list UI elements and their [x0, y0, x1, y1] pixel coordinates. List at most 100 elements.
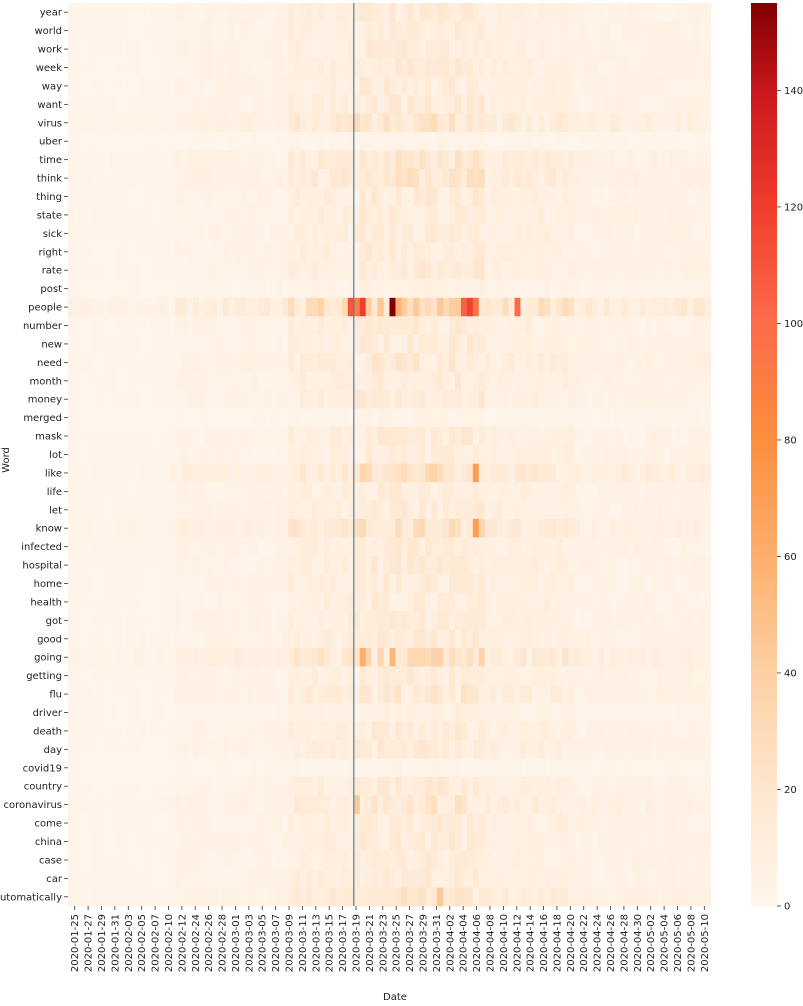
- heatmap-cell: [591, 611, 599, 630]
- heatmap-cell: [609, 721, 617, 741]
- heatmap-cell: [615, 242, 623, 262]
- heatmap-cell: [264, 371, 271, 391]
- heatmap-cell: [193, 150, 200, 170]
- heatmap-cell: [675, 795, 682, 815]
- heatmap-cell: [246, 482, 253, 501]
- heatmap-cell: [121, 113, 128, 133]
- heatmap-cell: [335, 445, 343, 465]
- heatmap-cell: [425, 777, 432, 796]
- heatmap-cell: [419, 758, 426, 778]
- heatmap-cell: [490, 76, 498, 96]
- heatmap-cell: [627, 168, 634, 188]
- heatmap-cell: [252, 205, 259, 225]
- heatmap-cell: [621, 76, 629, 96]
- heatmap-cell: [115, 242, 122, 262]
- heatmap-cell: [145, 113, 152, 133]
- heatmap-cell: [157, 777, 164, 796]
- heatmap-cell: [216, 316, 224, 336]
- heatmap-cell: [210, 703, 218, 723]
- heatmap-cell: [365, 132, 373, 151]
- heatmap-cell: [484, 463, 492, 483]
- heatmap-cell: [532, 648, 539, 667]
- heatmap-cell: [609, 555, 617, 575]
- heatmap-cell: [103, 224, 111, 243]
- heatmap-cell: [318, 758, 325, 778]
- heatmap-cell: [675, 21, 682, 41]
- heatmap-cell: [460, 168, 468, 188]
- heatmap-cell: [210, 21, 218, 41]
- heatmap-cell: [139, 611, 146, 630]
- heatmap-cell: [139, 648, 146, 667]
- heatmap-cell: [347, 76, 355, 96]
- heatmap-cell: [568, 758, 575, 778]
- heatmap-cell: [431, 39, 438, 59]
- heatmap-cell: [532, 150, 539, 170]
- heatmap-cell: [615, 537, 623, 557]
- heatmap-cell: [365, 648, 373, 667]
- heatmap-cell: [449, 261, 456, 280]
- heatmap-cell: [312, 371, 319, 391]
- heatmap-cell: [478, 132, 486, 151]
- heatmap-cell: [705, 519, 712, 538]
- heatmap-cell: [371, 297, 378, 317]
- heatmap-cell: [312, 168, 319, 188]
- heatmap-cell: [175, 813, 182, 833]
- heatmap-cell: [222, 242, 230, 262]
- heatmap-cell: [556, 224, 563, 243]
- heatmap-cell: [216, 187, 224, 207]
- heatmap-cell: [329, 500, 337, 520]
- heatmap-cell: [520, 334, 527, 354]
- heatmap-cell: [85, 168, 93, 188]
- heatmap-cell: [645, 390, 652, 409]
- heatmap-cell: [282, 279, 289, 299]
- heatmap-cell: [449, 76, 456, 96]
- heatmap-cell: [425, 168, 432, 188]
- heatmap-cell: [574, 58, 581, 78]
- heatmap-cell: [139, 242, 146, 262]
- heatmap-cell: [204, 113, 212, 133]
- heatmap-cell: [175, 537, 182, 557]
- heatmap-cell: [97, 132, 105, 151]
- heatmap-cell: [169, 740, 176, 759]
- heatmap-cell: [407, 666, 414, 686]
- heatmap-cell: [675, 261, 682, 280]
- heatmap-cell: [329, 353, 337, 372]
- heatmap-cell: [580, 39, 587, 59]
- heatmap-cell: [556, 205, 563, 225]
- heatmap-cell: [377, 58, 384, 78]
- heatmap-cell: [681, 297, 688, 317]
- heatmap-cell: [258, 611, 265, 630]
- heatmap-cell: [413, 39, 420, 59]
- heatmap-cell: [228, 390, 236, 409]
- heatmap-cell: [270, 519, 277, 538]
- heatmap-cell: [133, 629, 140, 649]
- heatmap-cell: [91, 408, 99, 428]
- heatmap-cell: [216, 150, 224, 170]
- heatmap-cell: [591, 519, 599, 538]
- heatmap-cell: [615, 555, 623, 575]
- heatmap-cell: [615, 21, 623, 41]
- heatmap-cell: [454, 39, 462, 59]
- heatmap-cell: [276, 316, 283, 336]
- heatmap-cell: [431, 224, 438, 243]
- heatmap-cell: [484, 758, 492, 778]
- heatmap-cell: [365, 187, 373, 207]
- heatmap-cell: [657, 592, 664, 612]
- heatmap-cell: [550, 390, 557, 409]
- heatmap-cell: [306, 316, 313, 336]
- heatmap-cell: [240, 261, 248, 280]
- heatmap-cell: [687, 482, 694, 501]
- heatmap-cell: [371, 758, 378, 778]
- heatmap-cell: [288, 611, 295, 630]
- heatmap-cell: [163, 95, 170, 114]
- heatmap-cell: [681, 574, 688, 594]
- heatmap-cell: [187, 113, 194, 133]
- heatmap-cell: [538, 740, 545, 759]
- heatmap-cell: [407, 58, 414, 78]
- heatmap-cell: [318, 648, 325, 667]
- heatmap-cell: [591, 95, 599, 114]
- heatmap-cell: [371, 445, 378, 465]
- heatmap-cell: [609, 297, 617, 317]
- heatmap-cell: [324, 703, 331, 723]
- heatmap-cell: [193, 3, 200, 22]
